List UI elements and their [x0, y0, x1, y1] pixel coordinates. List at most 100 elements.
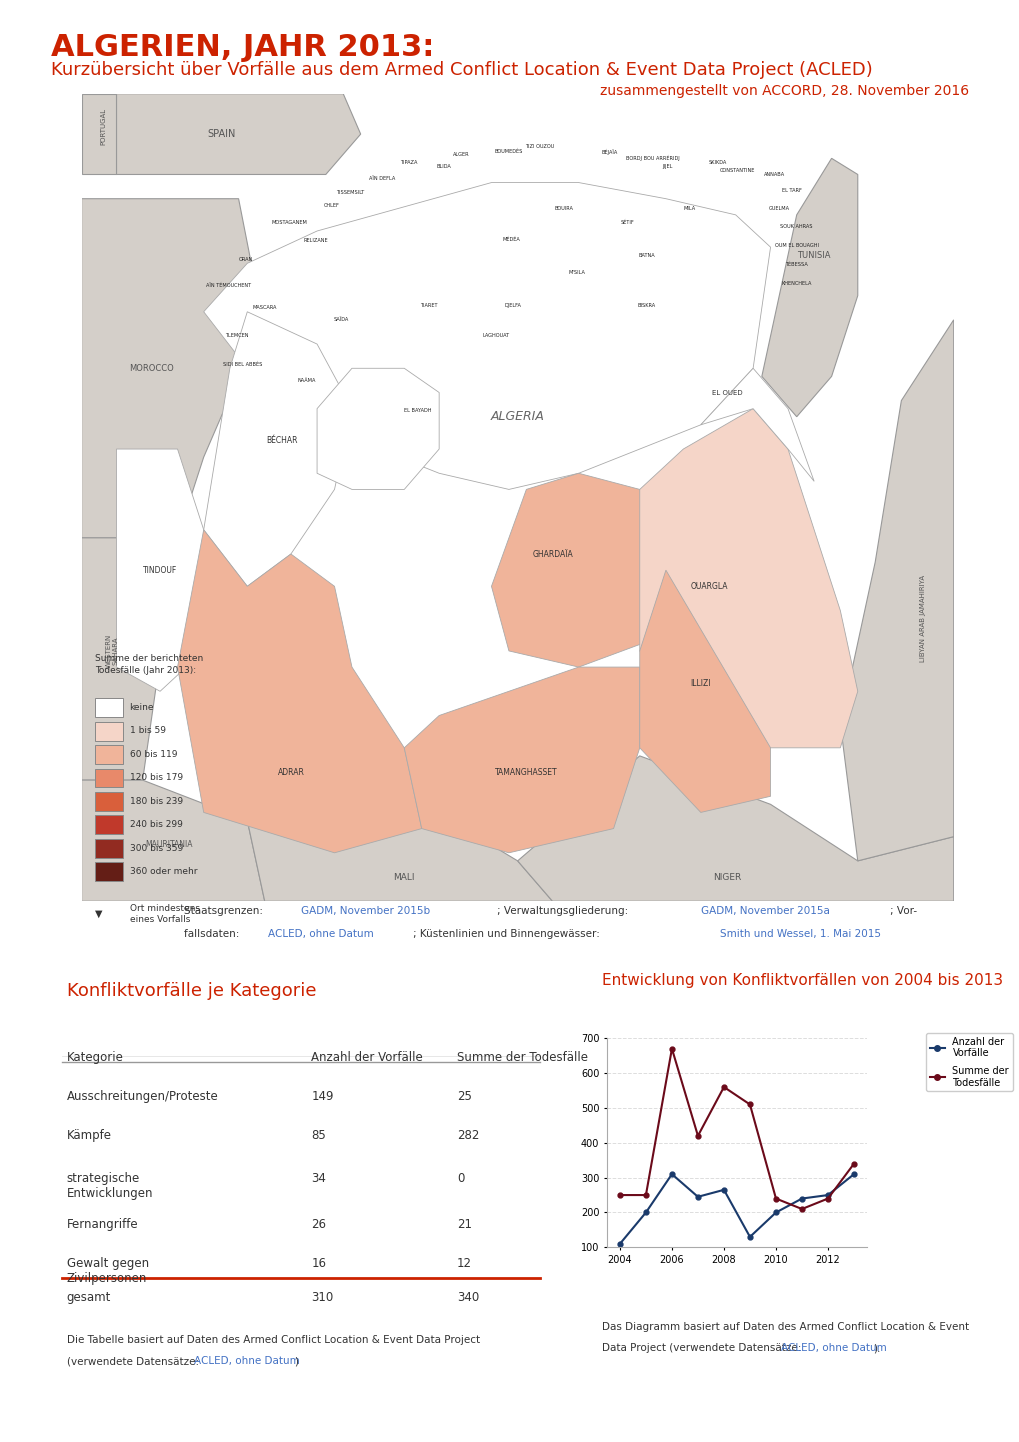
Text: LAGHOUAT: LAGHOUAT [482, 333, 508, 339]
Polygon shape [177, 529, 421, 852]
Polygon shape [204, 183, 769, 489]
Text: 26: 26 [311, 1217, 326, 1231]
Text: TINDOUF: TINDOUF [143, 565, 177, 575]
Text: OUM EL BOUAGHI: OUM EL BOUAGHI [774, 244, 818, 248]
Text: SAÏDA: SAÏDA [333, 317, 348, 323]
Text: GADM, November 2015b: GADM, November 2015b [301, 906, 430, 916]
Text: ): ) [293, 1355, 298, 1366]
Text: CHLEF: CHLEF [324, 203, 339, 208]
Text: EL BAYADH: EL BAYADH [404, 408, 431, 412]
Text: EL OUED: EL OUED [711, 389, 742, 395]
Text: TÉBESSA: TÉBESSA [785, 262, 807, 267]
Polygon shape [82, 780, 265, 901]
Text: ▼: ▼ [95, 908, 103, 919]
Text: Konfliktvorfälle je Kategorie: Konfliktvorfälle je Kategorie [67, 982, 316, 999]
Text: Die Tabelle basiert auf Daten des Armed Conflict Location & Event Data Project: Die Tabelle basiert auf Daten des Armed … [67, 1335, 480, 1344]
Polygon shape [247, 756, 552, 901]
Polygon shape [317, 368, 439, 489]
Text: Kurzübersicht über Vorfälle aus dem Armed Conflict Location & Event Data Project: Kurzübersicht über Vorfälle aus dem Arme… [51, 61, 872, 78]
Text: OUARGLA: OUARGLA [690, 581, 728, 591]
Text: 0: 0 [457, 1172, 464, 1185]
Text: TIARET: TIARET [420, 303, 437, 307]
Bar [95, 816, 123, 835]
Polygon shape [116, 94, 361, 174]
Text: WESTERN
SAHARA: WESTERN SAHARA [105, 634, 119, 668]
Text: ; Küstenlinien und Binnengewässer:: ; Küstenlinien und Binnengewässer: [413, 929, 602, 939]
Text: JIJEL: JIJEL [661, 164, 673, 169]
Text: TIPAZA: TIPAZA [399, 160, 417, 164]
Text: Ort mindestens
eines Vorfalls: Ort mindestens eines Vorfalls [129, 904, 200, 923]
Text: Kategorie: Kategorie [67, 1051, 123, 1064]
Text: 60 bis 119: 60 bis 119 [129, 750, 177, 758]
Polygon shape [491, 473, 683, 668]
Text: (verwendete Datensätze:: (verwendete Datensätze: [67, 1355, 202, 1366]
Bar [95, 769, 123, 787]
Polygon shape [82, 538, 177, 780]
Bar [95, 721, 123, 741]
Text: ; Verwaltungsgliederung:: ; Verwaltungsgliederung: [496, 906, 631, 916]
Text: ; Vor-: ; Vor- [890, 906, 917, 916]
Bar [95, 862, 123, 881]
Text: BLIDA: BLIDA [436, 164, 450, 169]
Text: ANNABA: ANNABA [763, 172, 785, 177]
Text: ORAN: ORAN [238, 257, 253, 262]
Text: zusammengestellt von ACCORD, 28. November 2016: zusammengestellt von ACCORD, 28. Novembe… [599, 84, 968, 98]
Text: ADRAR: ADRAR [277, 767, 304, 777]
Text: MOSTAGANEM: MOSTAGANEM [271, 221, 307, 225]
Text: AÏN TÉMOUCHENT: AÏN TÉMOUCHENT [206, 284, 251, 288]
Text: Das Diagramm basiert auf Daten des Armed Conflict Location & Event: Das Diagramm basiert auf Daten des Armed… [601, 1321, 968, 1331]
Polygon shape [700, 368, 813, 482]
Polygon shape [204, 311, 352, 587]
Text: BOUMEDÈS: BOUMEDÈS [494, 150, 523, 154]
Polygon shape [639, 570, 769, 812]
Text: 120 bis 179: 120 bis 179 [129, 773, 182, 783]
Text: fallsdaten:: fallsdaten: [183, 929, 242, 939]
Polygon shape [82, 199, 256, 538]
Text: LIBYAN ARAB JAMAHIRIYA: LIBYAN ARAB JAMAHIRIYA [919, 575, 925, 662]
Text: 300 bis 359: 300 bis 359 [129, 844, 182, 852]
Text: strategische
Entwicklungen: strategische Entwicklungen [67, 1172, 153, 1200]
Text: GUELMA: GUELMA [768, 206, 789, 211]
Text: TISSEMSILT: TISSEMSILT [335, 190, 364, 195]
Polygon shape [840, 320, 953, 861]
Polygon shape [639, 408, 857, 748]
Text: Ausschreitungen/Proteste: Ausschreitungen/Proteste [67, 1090, 218, 1103]
Bar [95, 839, 123, 858]
Text: EL TARF: EL TARF [782, 187, 802, 193]
Text: gesamt: gesamt [67, 1292, 111, 1305]
Polygon shape [404, 668, 639, 852]
Text: ACLED, ohne Datum: ACLED, ohne Datum [268, 929, 374, 939]
Text: 180 bis 239: 180 bis 239 [129, 797, 182, 806]
Text: ALGERIA: ALGERIA [490, 410, 544, 424]
Text: MOROCCO: MOROCCO [128, 363, 173, 373]
Text: SKIKDA: SKIKDA [708, 160, 727, 164]
Bar [95, 698, 123, 717]
Text: RELIZANE: RELIZANE [303, 238, 327, 244]
Text: ACLED, ohne Datum: ACLED, ohne Datum [194, 1355, 300, 1366]
Text: MASCARA: MASCARA [253, 306, 276, 310]
Text: Entwicklung von Konfliktvorfällen von 2004 bis 2013: Entwicklung von Konfliktvorfällen von 20… [601, 973, 1002, 988]
Text: 34: 34 [311, 1172, 326, 1185]
Text: 25: 25 [457, 1090, 472, 1103]
Text: ).: ). [872, 1344, 880, 1353]
Legend: Anzahl der
Vorfälle, Summe der
Todesfälle: Anzahl der Vorfälle, Summe der Todesfäll… [925, 1032, 1012, 1092]
Text: SPAIN: SPAIN [207, 130, 235, 138]
Text: Summe der Todesfälle: Summe der Todesfälle [457, 1051, 587, 1064]
Text: ALGERIEN, JAHR 2013:: ALGERIEN, JAHR 2013: [51, 33, 434, 62]
Text: Anzahl der Vorfälle: Anzahl der Vorfälle [311, 1051, 423, 1064]
Text: ILLIZI: ILLIZI [690, 679, 710, 688]
Text: ACLED, ohne Datum: ACLED, ohne Datum [780, 1344, 886, 1353]
Text: BORDJ BOU ARRÉRIDJ: BORDJ BOU ARRÉRIDJ [626, 156, 679, 162]
Text: GADM, November 2015a: GADM, November 2015a [700, 906, 828, 916]
Text: CONSTANTINE: CONSTANTINE [719, 167, 754, 173]
Text: DJELFA: DJELFA [504, 303, 521, 307]
Text: MÉDÉA: MÉDÉA [502, 236, 520, 242]
Text: BOUIRA: BOUIRA [554, 206, 573, 211]
Text: NAÂMA: NAÂMA [298, 378, 316, 384]
Text: 85: 85 [311, 1129, 326, 1142]
Text: BISKRA: BISKRA [637, 303, 655, 307]
Bar [95, 792, 123, 810]
Text: keine: keine [129, 702, 154, 712]
Text: Fernangriffe: Fernangriffe [67, 1217, 139, 1231]
Text: Summe der berichteten
Todesfälle (Jahr 2013):: Summe der berichteten Todesfälle (Jahr 2… [95, 655, 204, 675]
